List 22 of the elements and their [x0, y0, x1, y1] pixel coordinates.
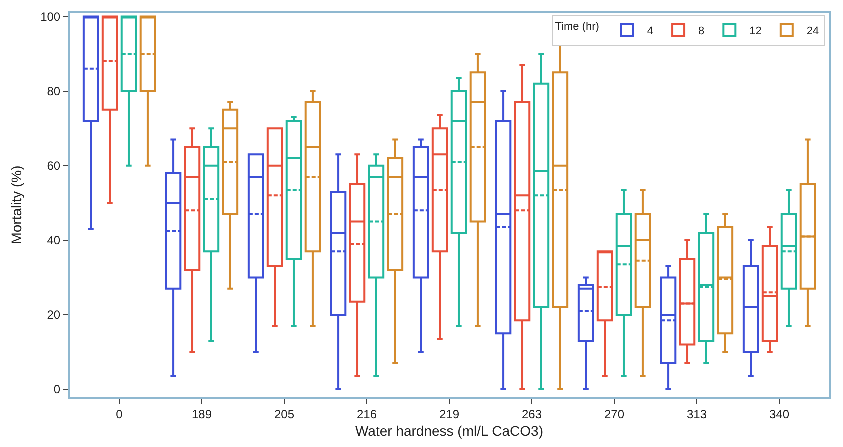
- legend-label: 4: [647, 26, 654, 38]
- x-tick-label: 0: [116, 407, 124, 422]
- legend-label: 12: [750, 26, 762, 38]
- x-tick-label: 313: [686, 407, 708, 422]
- y-tick-label: 100: [40, 10, 61, 24]
- x-tick-label: 340: [769, 407, 790, 422]
- legend-label: 24: [806, 26, 820, 38]
- y-tick-label: 40: [47, 234, 61, 248]
- y-tick-label: 0: [54, 382, 61, 397]
- y-tick-label: 60: [47, 159, 61, 174]
- x-tick-label: 205: [274, 407, 295, 422]
- y-axis-title: Mortality (%): [8, 166, 25, 244]
- x-axis-title: Water hardness (ml/L CaCO3): [355, 423, 544, 440]
- legend-label: 8: [698, 26, 705, 38]
- x-tick-label: 270: [604, 407, 625, 422]
- y-tick-label: 20: [47, 308, 61, 322]
- x-tick-label: 216: [356, 407, 378, 422]
- x-tick-label: 189: [192, 407, 212, 422]
- x-tick-label: 219: [439, 407, 460, 422]
- y-tick-label: 80: [47, 84, 61, 98]
- x-tick-label: 263: [522, 407, 542, 422]
- legend-title: Time (hr): [555, 21, 600, 34]
